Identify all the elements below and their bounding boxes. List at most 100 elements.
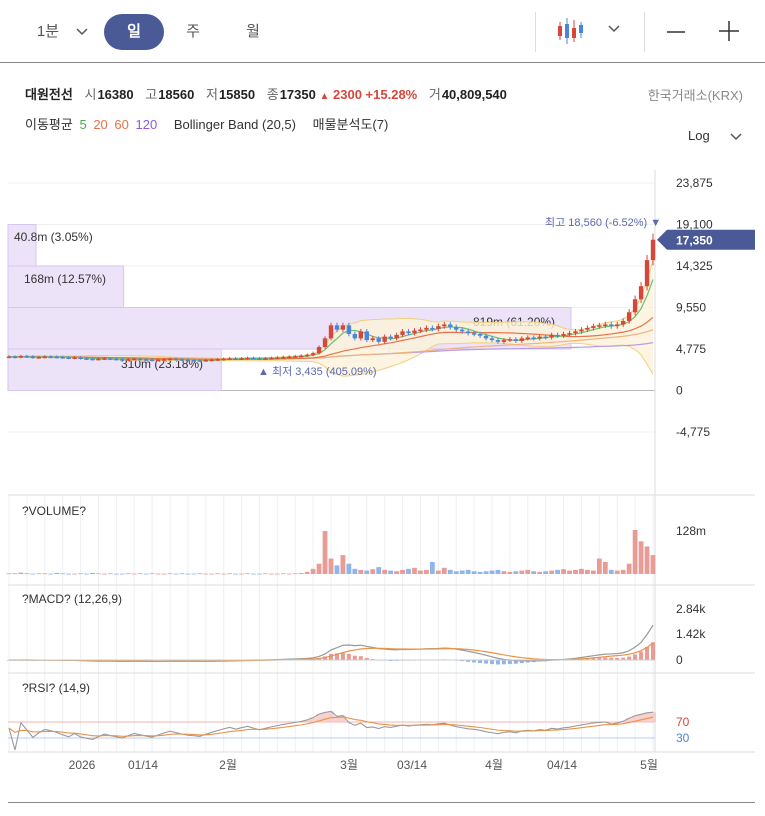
high-label: 고 — [145, 87, 158, 102]
volume-bar — [441, 567, 447, 574]
candle — [221, 358, 226, 361]
candle — [388, 336, 393, 339]
macd-histogram-bar — [484, 660, 489, 664]
volume-bar — [161, 573, 167, 575]
candle — [489, 338, 495, 341]
candle — [513, 339, 519, 341]
tab-week[interactable]: 주 — [186, 23, 200, 40]
current-price-label: 17,350 — [676, 234, 713, 248]
y-tick-label: 0 — [676, 384, 683, 398]
minus-icon[interactable] — [666, 22, 686, 42]
candle — [603, 324, 608, 326]
volume-bar — [125, 573, 131, 575]
volume-bar — [245, 573, 250, 575]
change-percent: +15.28% — [365, 87, 418, 102]
volume-bar — [638, 541, 644, 574]
candle — [620, 320, 626, 325]
candle — [483, 335, 489, 339]
candle — [269, 357, 274, 360]
volume-bar — [406, 568, 411, 574]
top-toolbar: 1분 일 주 월 — [0, 0, 765, 63]
candle — [149, 359, 155, 362]
candle — [185, 359, 191, 362]
tab-month[interactable]: 월 — [246, 23, 260, 40]
candle — [161, 359, 167, 361]
volume-bar — [227, 573, 233, 575]
candle — [102, 358, 107, 360]
volume-bar — [579, 568, 584, 574]
chevron-down-icon[interactable] — [76, 27, 88, 37]
volume-bar — [48, 573, 54, 575]
volume-bar — [280, 573, 286, 575]
volume-bar — [60, 573, 66, 575]
candle — [18, 356, 24, 358]
candle — [394, 334, 399, 339]
volume-bar — [84, 573, 89, 575]
scale-chevron-icon[interactable] — [730, 132, 742, 142]
volume-title: ?VOLUME? — [22, 504, 86, 518]
plus-icon[interactable] — [718, 20, 740, 42]
volume-bar — [626, 563, 632, 574]
macd-y-tick: 2.84k — [676, 602, 706, 616]
rsi-signal-line — [8, 716, 654, 737]
volume-bar — [316, 563, 322, 574]
candle — [310, 353, 316, 355]
macd-histogram-bar — [352, 655, 357, 660]
candlestick-icon[interactable] — [556, 16, 584, 46]
macd-histogram-bar — [495, 660, 500, 665]
candle — [143, 359, 149, 361]
candle — [66, 357, 71, 359]
chart-type-chevron-icon[interactable] — [608, 24, 620, 34]
volume-profile-bar — [7, 265, 125, 308]
candle — [454, 327, 459, 330]
bollinger-band — [9, 260, 653, 377]
volume-bar — [334, 565, 340, 574]
candle — [507, 339, 513, 341]
macd-histogram-bar — [621, 657, 626, 660]
interval-select[interactable]: 1분 — [36, 23, 60, 40]
volume-bar — [531, 571, 537, 574]
volume-bar — [233, 573, 238, 575]
volume-bar — [221, 573, 227, 575]
low-value: 15850 — [218, 87, 256, 102]
volume-bar — [435, 570, 441, 574]
candle — [316, 347, 322, 354]
candle — [334, 325, 340, 330]
tab-day[interactable]: 일 — [104, 14, 164, 50]
volume-bar — [239, 573, 244, 575]
candle — [54, 356, 59, 359]
candle — [328, 325, 334, 339]
volume-profile-label: 40.8m (3.05%) — [14, 230, 93, 244]
volume-bar — [137, 573, 143, 575]
volume-bar — [614, 570, 620, 574]
scale-select[interactable]: Log — [688, 128, 742, 143]
candle — [215, 359, 220, 361]
volume-bar — [364, 570, 370, 574]
macd-histogram-bar — [645, 647, 650, 660]
candle — [155, 359, 161, 362]
candle — [293, 356, 298, 358]
candle — [197, 360, 203, 362]
volume-bar — [209, 573, 215, 575]
candle — [72, 357, 77, 359]
ma-5: 5 — [79, 117, 87, 132]
macd-histogram-bar — [597, 657, 602, 660]
candle — [537, 336, 542, 339]
volume-bar — [113, 573, 119, 575]
candle — [114, 358, 119, 361]
x-tick-label: 5월 — [640, 758, 658, 772]
macd-histogram-bar — [340, 652, 345, 660]
candle — [459, 329, 465, 332]
volume-bar — [489, 570, 495, 574]
volume-bar — [501, 571, 507, 574]
candle — [179, 359, 185, 361]
candle — [430, 327, 435, 330]
ma-20: 20 — [93, 117, 108, 132]
volume-bar — [185, 573, 191, 575]
volume-bar — [42, 573, 48, 575]
volume-bar — [596, 558, 602, 574]
volume-bar — [257, 573, 262, 575]
volume-bar — [477, 571, 483, 574]
volume-bar — [72, 573, 77, 575]
